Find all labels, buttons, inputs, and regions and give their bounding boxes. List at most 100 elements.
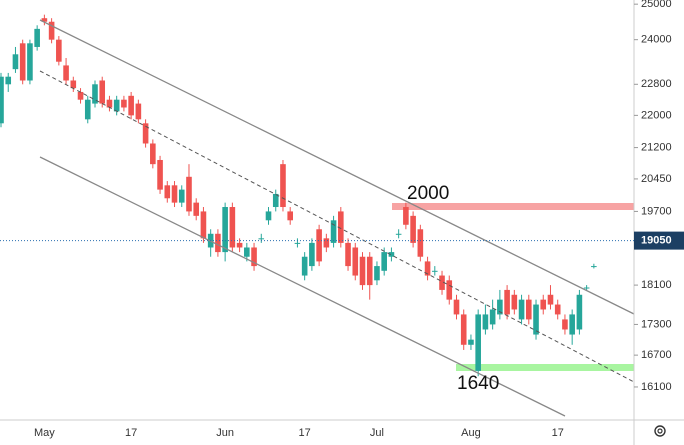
candle-body <box>34 28 40 47</box>
candle-body <box>121 99 127 108</box>
candle-body <box>236 242 243 248</box>
candle-body <box>352 247 359 276</box>
y-tick-label: 17300 <box>641 318 672 330</box>
candle-body <box>5 76 12 85</box>
candle-body <box>518 299 525 320</box>
candle-body <box>0 76 4 124</box>
x-tick-label: May <box>34 427 55 439</box>
candle-body <box>12 54 19 70</box>
y-tick-label: 16100 <box>641 381 672 393</box>
candle-body <box>135 103 142 120</box>
candle-body <box>309 242 315 267</box>
candle-body <box>359 256 366 286</box>
candle-body <box>258 238 265 240</box>
candle-body <box>251 247 257 267</box>
candle-body <box>84 99 91 120</box>
resistance-zone <box>392 203 634 210</box>
candle-body <box>63 65 69 81</box>
candle-body <box>591 266 597 268</box>
candle-body <box>92 84 98 104</box>
candle-body <box>56 39 62 62</box>
candle-body <box>48 21 55 40</box>
candle-body <box>106 99 113 108</box>
x-tick-label: Jun <box>216 427 234 439</box>
x-tick-label: 17 <box>299 427 311 439</box>
x-tick-label: 17 <box>552 427 564 439</box>
current-price-label: 19050 <box>641 235 672 247</box>
candle-body <box>27 43 33 81</box>
candle-body <box>244 247 250 257</box>
candle-body <box>77 91 84 100</box>
candle-body <box>540 299 547 310</box>
candle-body <box>417 229 424 257</box>
candle-body <box>171 185 178 203</box>
candle-body <box>460 314 467 345</box>
candle-body <box>330 220 337 243</box>
annotation: 2000 <box>407 183 449 204</box>
y-tick-label: 25000 <box>641 0 672 10</box>
candle-body <box>562 319 568 330</box>
annotation: 1640 <box>457 373 499 394</box>
candle-body <box>497 299 503 315</box>
candle-body <box>547 294 554 305</box>
candle-body <box>395 233 402 235</box>
candle-body <box>504 289 510 315</box>
y-tick-label: 22000 <box>641 109 672 121</box>
candle-body <box>432 270 438 272</box>
candle-body <box>388 252 395 257</box>
y-tick-label: 18100 <box>641 279 672 291</box>
candle-body <box>222 207 228 253</box>
candle-body <box>366 256 373 286</box>
candle-body <box>229 207 236 248</box>
candle-body <box>316 229 322 262</box>
candle-body <box>142 123 149 144</box>
x-tick-label: Jul <box>370 427 384 439</box>
candle-body <box>525 299 532 320</box>
candle-body <box>164 185 171 199</box>
candle-body <box>150 143 156 165</box>
y-tick-label: 20450 <box>641 173 672 185</box>
y-tick-label: 22800 <box>641 78 672 90</box>
candle-body <box>272 193 279 208</box>
y-tick-label: 19700 <box>641 205 672 217</box>
candle-body <box>301 256 308 276</box>
candle-body <box>576 294 583 330</box>
candle-body <box>403 207 409 225</box>
candle-body <box>439 275 445 290</box>
candle-body <box>323 238 330 248</box>
x-tick-label: Aug <box>461 427 481 439</box>
y-tick-label: 24000 <box>641 34 672 46</box>
candle-body <box>200 211 207 239</box>
candle-body <box>446 280 453 300</box>
candle-body <box>475 314 481 371</box>
x-tick-label: 17 <box>125 427 137 439</box>
y-tick-label: 16700 <box>641 349 672 361</box>
candle-body <box>381 252 387 271</box>
candle-body <box>374 266 380 281</box>
candle-body <box>482 314 489 330</box>
candle-body <box>294 242 301 244</box>
candles <box>0 14 597 377</box>
candle-body <box>345 242 351 267</box>
candle-body <box>41 18 48 22</box>
candle-body <box>70 80 77 89</box>
settings-icon[interactable] <box>654 425 666 437</box>
candle-body <box>410 215 416 243</box>
candle-body <box>265 211 272 221</box>
current-price-box <box>634 231 684 250</box>
candle-body <box>99 80 106 104</box>
y-tick-label: 21200 <box>641 141 672 153</box>
support-zone <box>456 364 634 371</box>
candle-body <box>19 43 26 81</box>
candle-body <box>157 159 163 190</box>
candle-body <box>113 99 120 112</box>
candle-body <box>533 304 539 335</box>
candle-body <box>569 314 575 335</box>
candle-body <box>287 211 293 221</box>
channel-upper <box>39 19 635 315</box>
candle-body <box>554 304 561 315</box>
candle-body <box>468 339 474 345</box>
candle-body <box>280 164 286 208</box>
candle-body <box>511 294 518 310</box>
